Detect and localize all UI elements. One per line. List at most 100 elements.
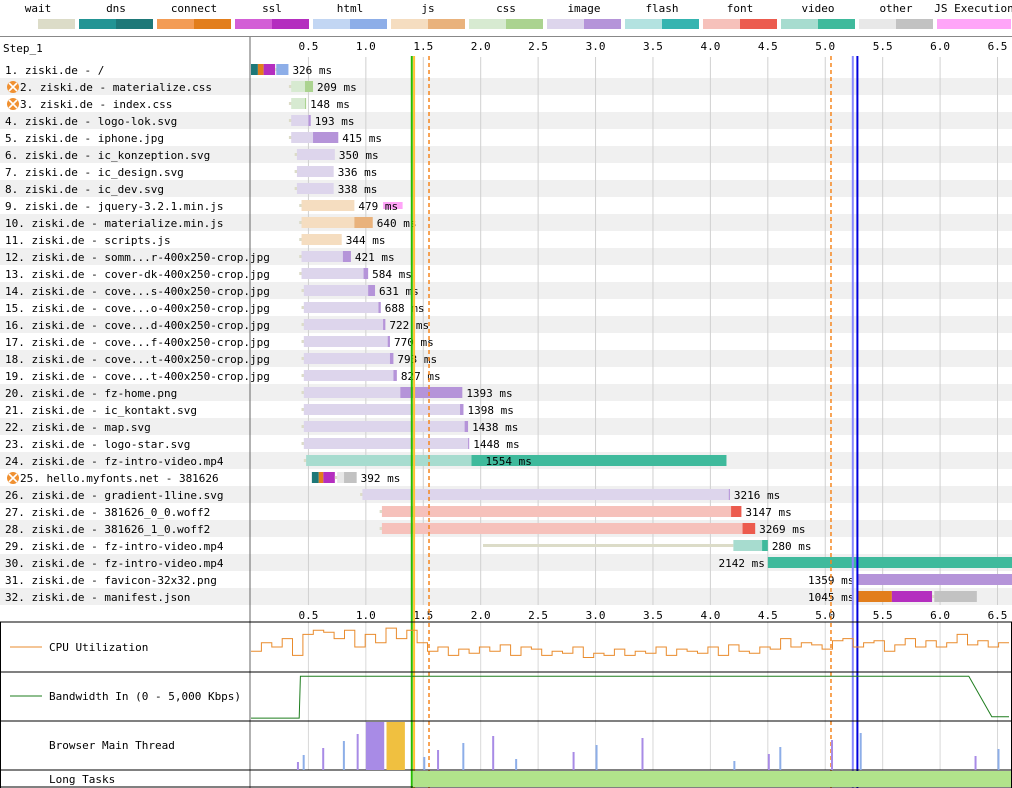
bar-wait (288, 102, 292, 105)
legend-label: font (727, 2, 754, 15)
bandwidth-label: Bandwidth In (0 - 5,000 Kbps) (49, 690, 241, 703)
bar-ttfb (301, 200, 355, 211)
bar-download (354, 217, 373, 228)
main-thread-spike (859, 733, 862, 770)
legend-swatch-light (157, 19, 194, 29)
main-thread-spike (595, 745, 598, 770)
metric-panels: CPU Utilization Bandwidth In (0 - 5,000 K… (0, 621, 1012, 788)
tick-label-bottom: 6.5 (988, 609, 1008, 622)
main-thread-spike (779, 747, 782, 770)
bar-ttfb (301, 234, 342, 245)
legend-swatch-light (79, 19, 116, 29)
bar-wait (299, 272, 303, 275)
tick-label-top: 0.5 (298, 40, 318, 53)
legend-swatch-light (391, 19, 428, 29)
request-time: 148 ms (310, 98, 350, 111)
row-stripe (0, 554, 1012, 571)
bar-download (767, 557, 1012, 568)
bar-download (934, 591, 977, 602)
tick-label-top: 1.5 (413, 40, 433, 53)
bar-download (471, 455, 727, 466)
bar-wait (294, 153, 298, 156)
bar-ttfb (291, 132, 314, 143)
bar-download (731, 506, 742, 517)
tick-label-bottom: 3.5 (643, 609, 663, 622)
request-time: 3269 ms (759, 523, 805, 536)
bar-ssl (891, 591, 933, 602)
legend-swatch-light (547, 19, 584, 29)
bar-download (387, 336, 390, 347)
main-thread-spike (767, 754, 770, 770)
bar-connect (857, 591, 892, 602)
legend-swatch-dark (194, 19, 231, 29)
request-time: 3216 ms (734, 489, 780, 502)
bar-ttfb (733, 540, 763, 551)
legend-swatch-dark (272, 19, 309, 29)
main-thread-label: Browser Main Thread (49, 739, 175, 752)
bar-wait (482, 544, 734, 547)
bar-ssl (323, 472, 335, 483)
request-time: 722 ms (389, 319, 429, 332)
request-label: 1. ziski.de - / (5, 64, 104, 77)
bar-download (389, 353, 394, 364)
header-border (0, 36, 1012, 37)
request-time: 415 ms (342, 132, 382, 145)
request-label: 4. ziski.de - logo-lok.svg (5, 115, 177, 128)
request-bars (251, 64, 1012, 602)
legend-swatch-light (859, 19, 896, 29)
request-label: 7. ziski.de - ic_design.svg (5, 166, 184, 179)
legend-label: other (879, 2, 912, 15)
request-time: 421 ms (355, 251, 395, 264)
request-time: 280 ms (772, 540, 812, 553)
legend-swatch-dark (428, 19, 465, 29)
bar-ttfb (301, 268, 364, 279)
request-label: 8. ziski.de - ic_dev.svg (5, 183, 164, 196)
legend-label: JS Execution (934, 2, 1012, 15)
request-label: 25. hello.myfonts.net - 381626 (20, 472, 219, 485)
legend-swatch-light (1, 19, 38, 29)
tick-label-bottom: 6.0 (930, 609, 950, 622)
request-label: 30. ziski.de - fz-intro-video.mp4 (5, 557, 224, 570)
bar-download (313, 132, 339, 143)
bar-wait (301, 442, 305, 445)
bar-download (342, 251, 351, 262)
request-label: 12. ziski.de - somm...r-400x250-crop.jpg (5, 251, 270, 264)
legend-label: html (337, 2, 364, 15)
legend-label: js (421, 2, 434, 15)
request-label: 2. ziski.de - materialize.css (20, 81, 212, 94)
main-thread-spike (302, 755, 305, 770)
bar-ttfb (381, 523, 743, 534)
request-time: 338 ms (338, 183, 378, 196)
row-stripe (0, 588, 1012, 605)
request-time: 1438 ms (472, 421, 518, 434)
request-label: 3. ziski.de - index.css (20, 98, 172, 111)
bar-wait (299, 238, 303, 241)
bar-wait (301, 391, 305, 394)
long-task-block (412, 771, 1011, 787)
bar-wait (301, 340, 305, 343)
bar-wait (379, 510, 383, 513)
main-thread-spike (342, 741, 345, 770)
legend-swatch-dark (740, 19, 777, 29)
bar-wait (299, 255, 303, 258)
bar-wait (301, 425, 305, 428)
request-labels: 1. ziski.de - / 326 ms 2. ziski.de - mater… (5, 64, 854, 604)
bar-wait (299, 221, 303, 224)
bar-ttfb (303, 438, 469, 449)
bar-ttfb (303, 336, 388, 347)
blocking-icon-cross (8, 82, 18, 92)
tick-label-top: 3.5 (643, 40, 663, 53)
bar-ttfb (381, 506, 732, 517)
bar-wait (299, 204, 303, 207)
bar-ttfb (296, 183, 334, 194)
bar-ttfb (303, 353, 390, 364)
request-time: 1448 ms (473, 438, 519, 451)
request-label: 20. ziski.de - fz-home.png (5, 387, 177, 400)
tick-label-top: 2.0 (471, 40, 491, 53)
bar-dns (251, 64, 258, 75)
request-label: 22. ziski.de - map.svg (5, 421, 151, 434)
row-stripe (0, 112, 1012, 129)
bar-download (393, 370, 397, 381)
tick-label-top: 1.0 (356, 40, 376, 53)
timeline-header: Step_1 (3, 42, 43, 55)
